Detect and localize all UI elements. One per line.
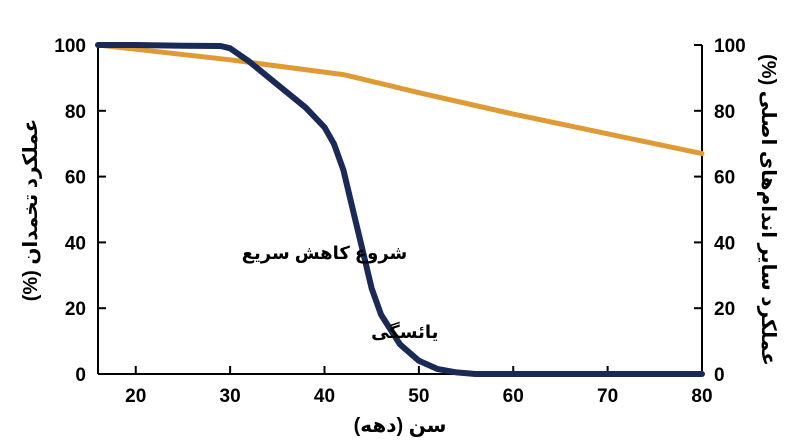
- series-line-right-axis: [95, 42, 705, 157]
- x-axis-label: سن (دهه): [354, 415, 447, 437]
- x-tick-label: 80: [691, 386, 712, 407]
- y-tick-label-right: 0: [714, 365, 725, 386]
- x-tick-label: 20: [125, 386, 146, 407]
- y-axis-label-left: عملکرد تخمدان (%): [20, 119, 42, 302]
- y-tick-label-left: 20: [65, 299, 86, 320]
- y-axis-label-right: عملکرد سایر اندام‌های اصلی (%): [757, 54, 779, 366]
- y-tick-label-right: 60: [714, 168, 735, 189]
- x-tick-label: 60: [503, 386, 524, 407]
- x-tick-label: 40: [314, 386, 335, 407]
- series: [95, 42, 705, 377]
- annotation-label: شروع کاهش سریع: [242, 243, 408, 264]
- y-tick-label-left: 100: [54, 36, 86, 57]
- annotation-label: یائسگی: [371, 321, 438, 342]
- y-tick-label-right: 80: [714, 102, 735, 123]
- x-tick-label: 50: [408, 386, 429, 407]
- y-tick-label-left: 60: [65, 168, 86, 189]
- y-tick-label-left: 80: [65, 102, 86, 123]
- x-tick-label: 70: [597, 386, 618, 407]
- annotations: شروع کاهش سریع یائسگی: [242, 243, 439, 342]
- series-line-left-axis: [95, 42, 705, 377]
- x-tick-label: 30: [220, 386, 241, 407]
- y-tick-label-right: 100: [714, 36, 746, 57]
- y-tick-label-right: 40: [714, 233, 735, 254]
- y-tick-label-left: 40: [65, 233, 86, 254]
- y-tick-label-right: 20: [714, 299, 735, 320]
- y-tick-label-left: 0: [75, 365, 86, 386]
